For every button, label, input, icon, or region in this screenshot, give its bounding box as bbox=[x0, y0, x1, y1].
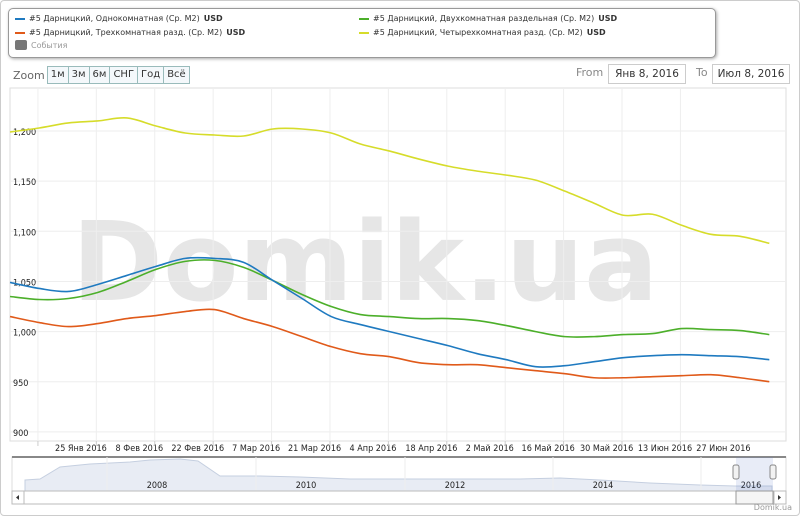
x-tick-label: 2 Май 2016 bbox=[466, 444, 514, 454]
x-tick-label: 25 Янв 2016 bbox=[55, 444, 107, 454]
events-swatch bbox=[15, 40, 27, 50]
y-tick-label: 1,000 bbox=[13, 329, 36, 339]
legend-swatch bbox=[359, 31, 369, 34]
legend-swatch bbox=[15, 17, 25, 20]
navigator-year-label: 2012 bbox=[445, 481, 466, 491]
navigator-handle-left[interactable] bbox=[732, 464, 740, 480]
scrollbar-track[interactable] bbox=[11, 490, 787, 505]
series-line-2[interactable] bbox=[9, 256, 770, 368]
watermark: Domik.ua bbox=[72, 198, 659, 326]
navigator-handle-right[interactable] bbox=[769, 464, 777, 480]
x-tick-label: 16 Май 2016 bbox=[522, 444, 575, 454]
scrollbar-thumb[interactable] bbox=[735, 490, 774, 505]
legend-swatch bbox=[15, 31, 25, 34]
zoom-6m-button[interactable]: 6м bbox=[88, 66, 111, 84]
x-tick-label: 8 Фев 2016 bbox=[116, 444, 164, 454]
legend-item-3room[interactable]: #5 Дарницкий, Трехкомнатная разд. (Ср. M… bbox=[15, 28, 245, 37]
legend-item-events[interactable]: События bbox=[15, 40, 67, 50]
arrow-right-icon bbox=[778, 495, 781, 500]
to-label: To bbox=[696, 66, 708, 79]
navigator-selected-range[interactable] bbox=[736, 457, 773, 491]
x-tick-label: 30 Май 2016 bbox=[580, 444, 633, 454]
arrow-left-icon bbox=[16, 495, 19, 500]
x-tick-label: 7 Мар 2016 bbox=[232, 444, 280, 454]
legend-unit: USD bbox=[226, 28, 246, 37]
legend-item-4room[interactable]: #5 Дарницкий, Четырехкомнатная разд. (Ср… bbox=[359, 28, 606, 37]
y-tick-label: 1,050 bbox=[13, 278, 36, 288]
legend-item-1room[interactable]: #5 Дарницкий, Однокомнатная (Ср. M2) USD bbox=[15, 14, 223, 23]
y-tick-label: 1,200 bbox=[13, 128, 36, 138]
credits-link[interactable]: Domik.ua bbox=[753, 503, 792, 512]
to-date-input[interactable]: Июл 8, 2016 bbox=[712, 64, 790, 84]
legend-label: События bbox=[31, 40, 68, 50]
navigator-year-label: 2008 bbox=[147, 481, 168, 491]
zoom-selector: Zoom 1м 3м 6м СНГ Год Всё bbox=[13, 66, 190, 84]
navigator-area bbox=[24, 458, 773, 492]
legend-label: #5 Дарницкий, Однокомнатная (Ср. M2) bbox=[29, 14, 200, 23]
y-tick-label: 950 bbox=[13, 379, 28, 389]
zoom-1m-button[interactable]: 1м bbox=[46, 66, 69, 84]
legend-label: #5 Дарницкий, Четырехкомнатная разд. (Ср… bbox=[373, 28, 583, 37]
navigator-year-label: 2014 bbox=[593, 481, 614, 491]
legend-label: #5 Дарницкий, Двухкомнатная раздельная (… bbox=[373, 14, 595, 23]
from-label: From bbox=[576, 66, 604, 79]
y-tick-label: 900 bbox=[13, 429, 28, 439]
from-date-input[interactable]: Янв 8, 2016 bbox=[608, 64, 686, 84]
navigator-year-label: 2016 bbox=[741, 481, 762, 491]
x-tick-label: 21 Мар 2016 bbox=[288, 444, 341, 454]
y-tick-label: 1,100 bbox=[13, 228, 36, 238]
legend-unit: USD bbox=[586, 28, 606, 37]
legend-swatch bbox=[359, 17, 369, 20]
x-tick-label: 13 Июн 2016 bbox=[638, 444, 692, 454]
x-tick-label: 18 Апр 2016 bbox=[405, 444, 457, 454]
x-tick-label: 4 Апр 2016 bbox=[350, 444, 397, 454]
zoom-label: Zoom bbox=[13, 68, 45, 82]
series-line-0[interactable] bbox=[9, 117, 770, 245]
x-tick-label: 22 Фев 2016 bbox=[171, 444, 224, 454]
y-tick-label: 1,150 bbox=[13, 178, 36, 188]
legend-unit: USD bbox=[203, 14, 223, 23]
series-line-3[interactable] bbox=[9, 308, 770, 383]
x-tick-label: 27 Июн 2016 bbox=[696, 444, 750, 454]
series-line-1[interactable] bbox=[9, 259, 770, 338]
legend-unit: USD bbox=[598, 14, 618, 23]
navigator-year-label: 2010 bbox=[296, 481, 317, 491]
legend-item-2room[interactable]: #5 Дарницкий, Двухкомнатная раздельная (… bbox=[359, 14, 617, 23]
legend-label: #5 Дарницкий, Трехкомнатная разд. (Ср. M… bbox=[29, 28, 223, 37]
legend: #5 Дарницкий, Однокомнатная (Ср. M2) USD … bbox=[8, 8, 716, 58]
zoom-all-button[interactable]: Всё bbox=[163, 66, 190, 84]
